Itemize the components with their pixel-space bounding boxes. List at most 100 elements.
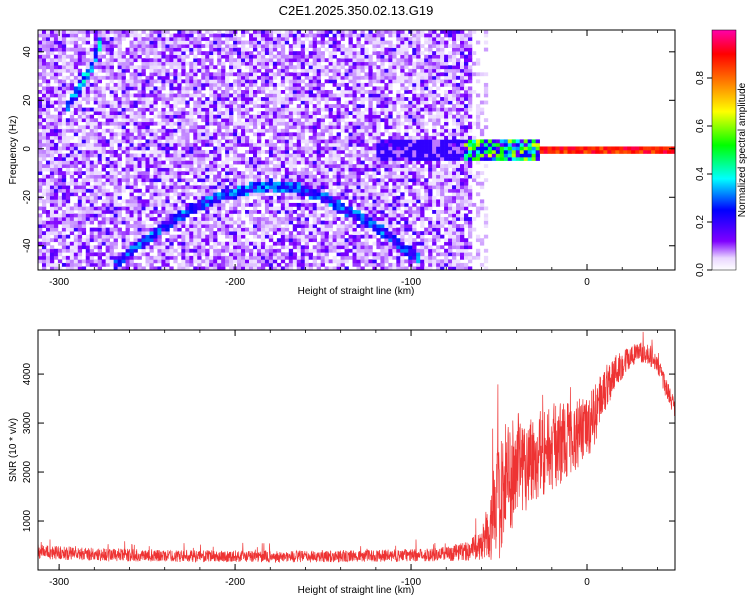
heatmap-cell	[141, 104, 146, 108]
heatmap-cell	[73, 160, 79, 165]
heatmap-cell	[61, 90, 67, 94]
heatmap-cell	[288, 125, 294, 130]
heatmap-cell	[320, 150, 325, 154]
heatmap-cell	[65, 213, 71, 218]
heatmap-cell	[97, 241, 102, 246]
heatmap-cell	[161, 40, 166, 45]
heatmap-cell	[260, 220, 266, 225]
heatmap-cell	[121, 146, 126, 151]
heatmap-cell	[308, 227, 314, 232]
heatmap-cell	[201, 79, 206, 84]
heatmap-cell	[344, 72, 349, 77]
heatmap-cell	[260, 65, 266, 70]
heatmap-cell	[225, 146, 230, 151]
heatmap-cell	[157, 61, 162, 66]
heatmap-cell	[272, 142, 278, 147]
heatmap-cell	[284, 104, 290, 108]
heatmap-cell	[225, 111, 230, 116]
heatmap-cell	[213, 90, 218, 94]
heatmap-cell	[268, 47, 274, 52]
heatmap-cell	[133, 167, 138, 172]
heatmap-cell	[173, 259, 178, 264]
heatmap-cell	[384, 248, 389, 253]
heatmap-cell	[340, 171, 345, 176]
heatmap-cell	[213, 118, 218, 123]
heatmap-cell	[268, 68, 274, 73]
heatmap-cell	[344, 213, 349, 218]
heatmap-cell	[284, 111, 290, 116]
heatmap-cell	[121, 171, 126, 176]
heatmap-cell	[380, 111, 385, 116]
heatmap-cell	[372, 227, 377, 232]
heatmap-cell	[237, 185, 242, 190]
heatmap-cell	[117, 54, 122, 59]
heatmap-cell	[264, 114, 270, 119]
heatmap-cell	[105, 248, 110, 253]
heatmap-cell	[61, 178, 67, 183]
heatmap-cell	[77, 118, 83, 123]
heatmap-cell	[356, 153, 361, 158]
heatmap-cell	[129, 259, 134, 264]
heatmap-cell	[264, 82, 270, 87]
heatmap-cell	[356, 213, 361, 218]
heatmap-cell	[213, 100, 218, 105]
heatmap-cell	[129, 100, 134, 105]
heatmap-cell	[316, 132, 321, 137]
heatmap-cell	[161, 217, 166, 221]
heatmap-cell	[57, 181, 63, 186]
heatmap-cell	[113, 255, 118, 260]
heatmap-cell	[300, 213, 306, 218]
heatmap-cell	[312, 206, 317, 211]
heatmap-cell	[384, 142, 389, 147]
heatmap-cell	[229, 139, 234, 144]
heatmap-cell	[324, 146, 329, 151]
heatmap-cell	[272, 146, 278, 151]
heatmap-cell	[256, 195, 262, 200]
heatmap-cell	[324, 192, 329, 197]
heatmap-cell	[320, 259, 325, 264]
heatmap-cell	[109, 241, 114, 246]
heatmap-cell	[137, 231, 142, 236]
heatmap-cell	[65, 188, 71, 193]
heatmap-cell	[312, 238, 317, 243]
heatmap-cell	[308, 210, 314, 214]
heatmap-cell	[161, 132, 166, 137]
heatmap-cell	[45, 220, 51, 225]
heatmap-cell	[69, 79, 75, 84]
heatmap-cell	[121, 245, 126, 250]
heatmap-cell	[169, 142, 174, 147]
heatmap-cell	[380, 185, 385, 190]
heatmap-cell	[38, 107, 43, 112]
heatmap-cell	[388, 234, 393, 239]
heatmap-cell	[372, 114, 377, 119]
heatmap-cell	[252, 255, 258, 260]
heatmap-cell	[360, 86, 365, 91]
heatmap-cell	[352, 51, 357, 56]
heatmap-cell	[221, 51, 226, 56]
heatmap-cell	[352, 255, 357, 260]
heatmap-cell	[356, 185, 361, 190]
heatmap-cell	[85, 61, 91, 66]
heatmap-cell	[205, 252, 210, 257]
heatmap-cell	[280, 238, 286, 243]
heatmap-cell	[260, 37, 266, 41]
heatmap-cell	[344, 192, 349, 197]
heatmap-cell	[260, 234, 266, 239]
heatmap-cell	[336, 199, 341, 204]
heatmap-cell	[292, 217, 298, 221]
heatmap-cell	[161, 171, 166, 176]
heatmap-cell	[201, 259, 206, 264]
heatmap-cell	[93, 150, 99, 154]
heatmap-cell	[241, 157, 246, 161]
heatmap-cell	[304, 157, 310, 161]
heatmap-cell	[360, 150, 365, 154]
heatmap-cell	[308, 150, 314, 154]
heatmap-cell	[245, 142, 250, 147]
heatmap-cell	[221, 132, 226, 137]
heatmap-cell	[177, 192, 182, 197]
heatmap-cell	[117, 171, 122, 176]
heatmap-cell	[185, 121, 190, 126]
heatmap-cell	[320, 40, 325, 45]
heatmap-cell	[364, 252, 369, 257]
heatmap-cell	[57, 51, 63, 56]
